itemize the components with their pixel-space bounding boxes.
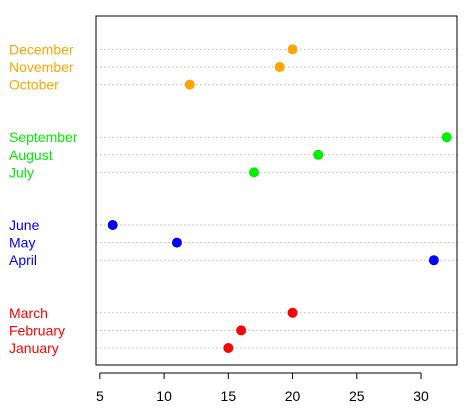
x-tick-label: 10 [156,388,172,404]
row-label: December [9,41,74,57]
data-points [107,44,452,353]
row-label: June [9,217,40,233]
data-point [236,325,247,336]
row-label: May [9,235,35,251]
row-label: August [9,147,53,163]
row-label: July [9,164,34,180]
data-point [171,237,182,248]
row-label: October [9,77,59,93]
x-tick-label: 25 [349,388,365,404]
x-axis: 5 10 15 20 25 30 [96,372,429,404]
plot-frame [95,15,458,366]
data-point [274,62,285,72]
x-tick-label: 30 [413,388,429,404]
x-tick-label: 20 [285,388,301,404]
data-point [287,44,298,55]
row-label: January [9,340,59,356]
row-label: November [9,59,74,75]
x-tick-label: 5 [96,388,104,404]
data-point [184,79,195,90]
data-point [107,220,118,230]
data-point [249,167,260,178]
row-label: March [9,305,48,321]
data-point [313,149,324,160]
data-point [223,343,234,353]
data-point [287,307,298,318]
row-label: September [9,129,78,145]
row-label: April [9,252,37,268]
row-label: February [9,322,65,338]
data-point [428,255,439,266]
data-point [441,132,452,143]
x-tick-label: 15 [221,388,237,404]
